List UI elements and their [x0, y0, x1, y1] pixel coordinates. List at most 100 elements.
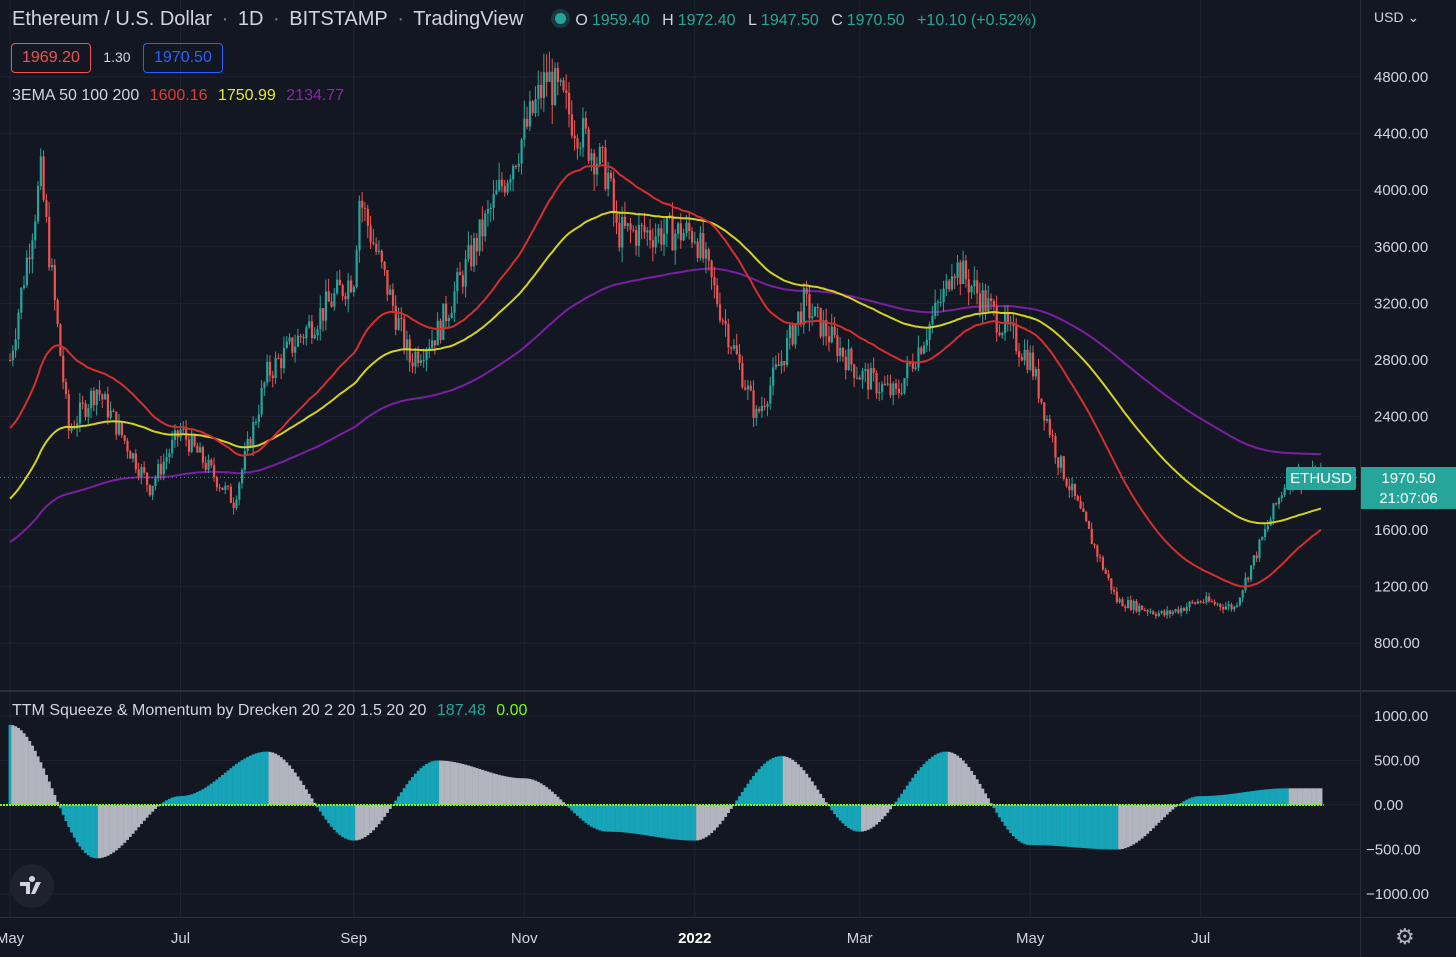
momentum-bar — [799, 767, 803, 805]
ttm-legend[interactable]: TTM Squeeze & Momentum by Drecken 20 2 2… — [12, 702, 527, 720]
momentum-bar — [251, 754, 255, 805]
momentum-bar — [1107, 805, 1111, 850]
momentum-bar — [654, 805, 658, 837]
momentum-bar — [246, 756, 250, 805]
candle-body — [397, 317, 400, 330]
candle-body — [1071, 483, 1074, 491]
momentum-bar — [341, 805, 345, 837]
momentum-bar — [492, 773, 496, 805]
candle-body — [411, 362, 414, 367]
candle-body — [920, 347, 923, 354]
candle-body — [1224, 606, 1228, 610]
time-tick-label: 2022 — [678, 930, 711, 947]
candle-body — [867, 369, 870, 390]
candle-body — [704, 249, 708, 259]
candle-body — [56, 300, 59, 325]
momentum-bar — [497, 774, 501, 805]
currency-menu[interactable]: USD ⌄ — [1374, 9, 1419, 26]
momentum-bar — [1221, 794, 1225, 805]
candle-body — [1249, 565, 1253, 580]
candle-body — [827, 336, 831, 343]
momentum-bar — [137, 805, 141, 828]
candle-body — [830, 326, 833, 343]
candle-body — [81, 402, 84, 404]
momentum-bar — [265, 751, 269, 805]
tradingview-logo-icon[interactable] — [10, 864, 54, 908]
candle-body — [730, 347, 733, 349]
price-tick-label: 2400.00 — [1374, 409, 1428, 426]
momentum-bar — [992, 805, 996, 809]
price-tick-label: 2800.00 — [1374, 352, 1428, 369]
momentum-bar — [427, 762, 431, 805]
gear-icon[interactable]: ⚙ — [1395, 924, 1415, 949]
candle-body — [1210, 601, 1214, 603]
candle-body — [1171, 611, 1174, 614]
interval-label[interactable]: 1D — [237, 8, 264, 30]
candle-body — [1166, 610, 1169, 616]
momentum-bar — [226, 770, 230, 805]
momentum-bar — [92, 805, 96, 859]
candle-body — [118, 422, 121, 435]
candle-body — [123, 435, 126, 441]
candle-body — [752, 390, 755, 418]
momentum-bar — [117, 805, 121, 849]
source-label: TradingView — [413, 8, 524, 30]
candle-body — [1107, 573, 1110, 579]
candle-body — [556, 67, 560, 82]
momentum-bar — [285, 762, 289, 805]
candle-body — [724, 320, 727, 325]
candle-body — [492, 194, 495, 208]
momentum-bar — [377, 805, 381, 825]
candle-body — [305, 327, 308, 339]
candle-body — [148, 484, 151, 496]
candle-body — [456, 272, 459, 292]
momentum-bar — [1037, 805, 1041, 846]
sell-price-button[interactable]: 1969.20 — [11, 43, 91, 73]
momentum-bar — [788, 758, 792, 805]
candle-body — [1177, 609, 1180, 613]
candle-body — [760, 405, 764, 412]
momentum-bar — [1252, 790, 1256, 805]
momentum-bar — [304, 789, 308, 805]
candle-body — [1196, 601, 1200, 604]
momentum-bar — [564, 805, 568, 806]
ttm-squeeze-value: 0.00 — [496, 702, 528, 719]
candle-body — [98, 389, 101, 395]
candle-body — [531, 101, 534, 114]
momentum-bar — [1188, 798, 1192, 805]
momentum-bar — [1196, 796, 1200, 805]
momentum-bar — [299, 780, 303, 805]
candle-body — [196, 445, 199, 453]
momentum-bar — [1039, 805, 1043, 846]
momentum-bar — [1081, 805, 1085, 849]
candle-body — [886, 383, 889, 385]
candle-body — [990, 298, 993, 302]
candle-body — [649, 230, 652, 241]
momentum-bar — [698, 805, 702, 840]
bar-countdown: 21:07:06 — [1379, 490, 1438, 507]
candle-body — [660, 228, 663, 245]
candle-body — [646, 230, 649, 233]
candle-body — [931, 315, 934, 325]
candle-body — [1191, 601, 1194, 603]
momentum-bar — [986, 798, 990, 805]
candle-body — [445, 303, 448, 322]
buy-price-button[interactable]: 1970.50 — [143, 43, 223, 73]
momentum-bar — [184, 795, 188, 805]
momentum-bar — [399, 792, 403, 805]
symbol-header[interactable]: Ethereum / U.S. Dollar · 1D · BITSTAMP ·… — [12, 8, 1048, 31]
ema-legend[interactable]: 3EMA 50 100 200 1600.16 1750.99 2134.77 — [12, 87, 344, 105]
candle-body — [693, 241, 696, 243]
momentum-bar — [1104, 805, 1108, 850]
momentum-bar — [556, 796, 560, 805]
candle-body — [1001, 333, 1004, 336]
momentum-bar — [1190, 797, 1194, 805]
candle-body — [995, 306, 998, 333]
candle-body — [540, 84, 543, 98]
candle-body — [59, 324, 62, 356]
momentum-bar — [237, 762, 241, 805]
candle-body — [1057, 457, 1060, 468]
ema50-value: 1600.16 — [149, 87, 208, 104]
momentum-bar — [123, 805, 127, 843]
